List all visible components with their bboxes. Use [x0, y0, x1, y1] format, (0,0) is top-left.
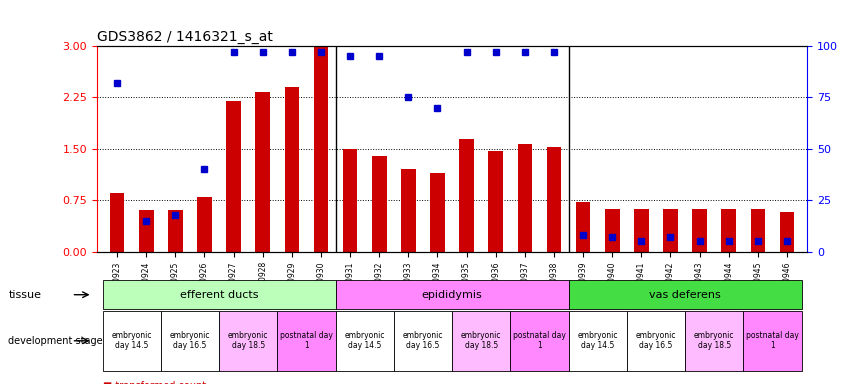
Bar	[576, 202, 590, 252]
Bar	[284, 87, 299, 252]
Bar	[605, 209, 620, 252]
Bar	[197, 197, 212, 252]
Text: development stage: development stage	[8, 336, 103, 346]
Text: embryonic
day 16.5: embryonic day 16.5	[170, 331, 210, 351]
Bar	[750, 209, 765, 252]
Text: postnatal day
1: postnatal day 1	[280, 331, 333, 351]
Bar	[547, 147, 561, 252]
Text: embryonic
day 18.5: embryonic day 18.5	[694, 331, 734, 351]
Bar	[110, 193, 124, 252]
Bar	[722, 209, 736, 252]
Bar	[256, 92, 270, 252]
Text: postnatal day
1: postnatal day 1	[746, 331, 799, 351]
Bar	[634, 209, 648, 252]
Text: embryonic
day 14.5: embryonic day 14.5	[578, 331, 618, 351]
Text: embryonic
day 18.5: embryonic day 18.5	[461, 331, 501, 351]
Text: postnatal day
1: postnatal day 1	[513, 331, 566, 351]
Bar	[780, 212, 794, 252]
Bar	[372, 156, 387, 252]
Bar	[139, 210, 154, 252]
Text: tissue: tissue	[8, 290, 41, 300]
Text: embryonic
day 18.5: embryonic day 18.5	[228, 331, 268, 351]
Bar	[226, 101, 241, 252]
Text: embryonic
day 16.5: embryonic day 16.5	[636, 331, 676, 351]
Text: ■ transformed count: ■ transformed count	[103, 381, 206, 384]
Bar	[314, 48, 328, 252]
Bar	[664, 209, 678, 252]
Text: embryonic
day 14.5: embryonic day 14.5	[345, 331, 385, 351]
Text: epididymis: epididymis	[421, 290, 483, 300]
Bar	[459, 139, 473, 252]
Text: embryonic
day 14.5: embryonic day 14.5	[111, 331, 152, 351]
Bar	[692, 209, 707, 252]
Text: efferent ducts: efferent ducts	[180, 290, 258, 300]
Text: GDS3862 / 1416321_s_at: GDS3862 / 1416321_s_at	[97, 30, 272, 44]
Bar	[489, 151, 503, 252]
Bar	[517, 144, 532, 252]
Text: vas deferens: vas deferens	[649, 290, 721, 300]
Bar	[401, 169, 415, 252]
Text: embryonic
day 16.5: embryonic day 16.5	[403, 331, 443, 351]
Bar	[431, 173, 445, 252]
Bar	[343, 149, 357, 252]
Bar	[168, 210, 182, 252]
